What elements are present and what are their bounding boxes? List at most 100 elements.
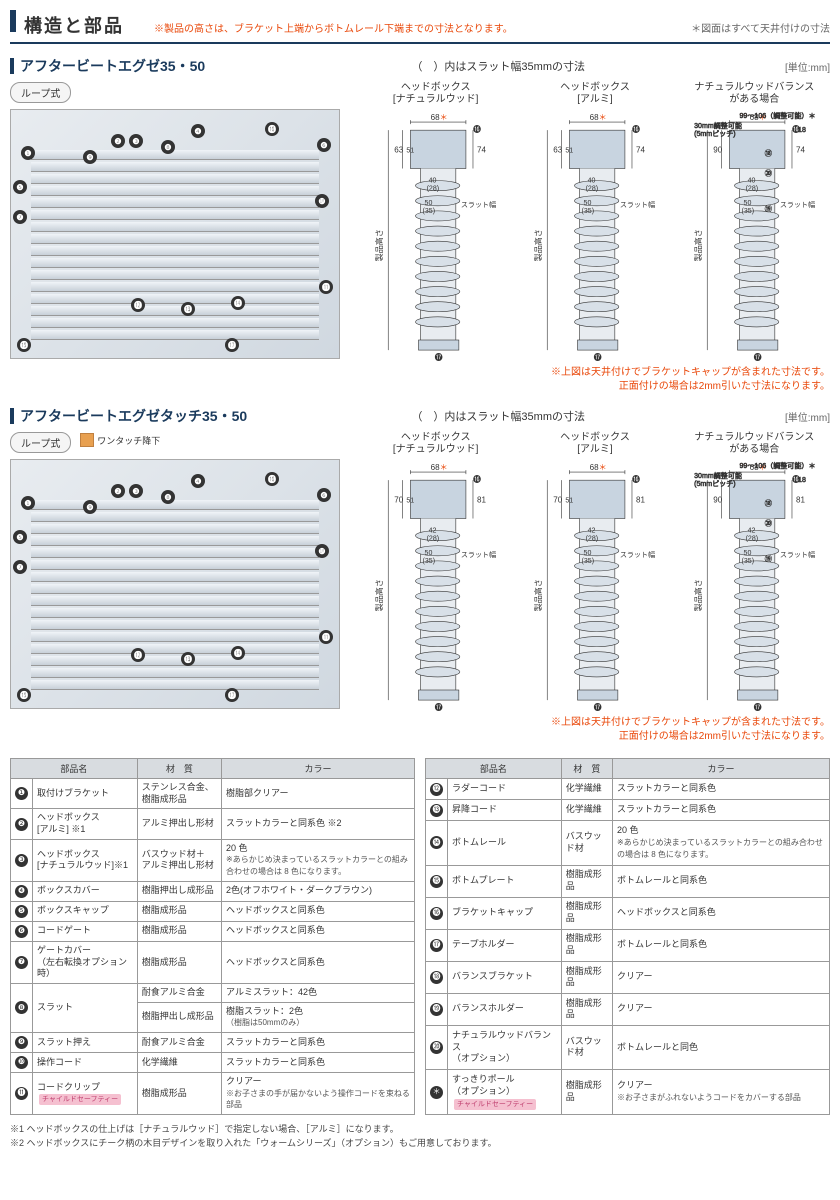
- svg-text:40: 40: [747, 178, 755, 185]
- svg-text:30mm調整可能: 30mm調整可能: [694, 471, 742, 480]
- svg-text:50: 50: [743, 200, 751, 207]
- svg-text:81: 81: [477, 495, 486, 504]
- table-row: ❸ ヘッドボックス[ナチュラルウッド]※1 バスウッド材＋アルミ押出し形材 20…: [11, 839, 415, 881]
- table-row: ❶ 取付けブラケット ステンレス合金、樹脂成形品 樹脂部クリアー: [11, 779, 415, 809]
- svg-text:63: 63: [394, 145, 403, 154]
- footnote-2: ※2 ヘッドボックスにチーク柄の木目デザインを取り入れた「ウォームシリーズ」（オ…: [10, 1137, 830, 1151]
- svg-text:50: 50: [584, 200, 592, 207]
- svg-text:51: 51: [566, 497, 574, 504]
- table-row: ⓴ ナチュラルウッドバランス（オプション） バスウッド材 ボトムレールと同色: [426, 1025, 830, 1069]
- svg-text:スラット幅: スラット幅: [461, 200, 496, 209]
- svg-text:スラット幅: スラット幅: [620, 550, 655, 559]
- svg-text:40: 40: [588, 178, 596, 185]
- svg-text:40: 40: [429, 178, 437, 185]
- cross-section: ナチュラルウッドバランスがある場合 68＊ ⓰ 90 74 40 (28) 50…: [679, 82, 830, 360]
- svg-text:(35): (35): [423, 208, 436, 215]
- svg-text:⓲: ⓲: [764, 499, 771, 507]
- svg-text:(5mmピッチ): (5mmピッチ): [694, 480, 736, 488]
- svg-text:99〜106（調整可能）＊: 99〜106（調整可能）＊: [739, 461, 815, 470]
- svg-text:99〜106（調整可能）＊: 99〜106（調整可能）＊: [739, 111, 815, 120]
- svg-text:(28): (28): [586, 186, 599, 193]
- svg-text:(28): (28): [745, 186, 758, 193]
- svg-text:51: 51: [406, 147, 414, 154]
- table-row: ❾ スラット押え 耐食アルミ合金 スラットカラーと同系色: [11, 1032, 415, 1052]
- section-accent: [10, 408, 14, 424]
- cross-sections-1: ヘッドボックス[ナチュラルウッド] 68＊ ⓰ 63 51 74 40 (28)…: [360, 82, 830, 360]
- svg-text:70: 70: [394, 495, 403, 504]
- svg-text:68＊: 68＊: [590, 113, 607, 122]
- svg-text:50: 50: [584, 550, 592, 557]
- cross-section: ヘッドボックス[アルミ] 68＊ ⓰ 70 51 81 42 (28) 50 (…: [519, 432, 670, 710]
- onetouch-label: ワンタッチ降下: [80, 433, 160, 447]
- red-caption-2: ※上図は天井付けでブラケットキャップが含まれた寸法です。正面付けの場合は2mm引…: [10, 716, 830, 744]
- svg-text:スラット幅: スラット幅: [780, 200, 815, 209]
- section-2-title: アフタービートエグゼタッチ35・50: [20, 406, 247, 426]
- table-row: ⓫ コードクリップチャイルドセーフティー 樹脂成形品 クリアー※お子さまの手が届…: [11, 1072, 415, 1114]
- table-row: ⓮ ボトムレール バスウッド材 20 色※あらかじめ決まっているスラットカラーと…: [426, 821, 830, 865]
- svg-text:90: 90: [713, 145, 722, 154]
- blind-3d-diagram-1: ループ式 ❶ ❷ ❸ ❹ ❺ ❻ ❼ ❽ ❾ ❿ ⓫ ⓬ ⓭ ⓮: [10, 82, 350, 360]
- svg-text:42: 42: [429, 528, 437, 535]
- unit-note-2: [単位:mm]: [785, 409, 830, 424]
- unit-note-1: [単位:mm]: [785, 59, 830, 74]
- svg-text:50: 50: [425, 200, 433, 207]
- table-row: ❷ ヘッドボックス[アルミ] ※1 アルミ押出し形材 スラットカラーと同系色 ※…: [11, 809, 415, 839]
- cross-section: ヘッドボックス[ナチュラルウッド] 68＊ ⓰ 63 51 74 40 (28)…: [360, 82, 511, 360]
- svg-text:⓲: ⓲: [764, 149, 771, 157]
- table-row: ⓭ 昇降コード 化学繊維 スラットカラーと同系色: [426, 800, 830, 821]
- svg-text:(28): (28): [586, 536, 599, 543]
- svg-text:63: 63: [554, 145, 563, 154]
- section-1-title: アフタービートエグゼ35・50: [20, 56, 205, 76]
- table-row: ❼ ゲートカバー（左右転換オプション時） 樹脂成形品 ヘッドボックスと同系色: [11, 941, 415, 983]
- page-header: 構造と部品 ※製品の高さは、ブラケット上端からボトムレール下端までの寸法となりま…: [10, 10, 830, 44]
- svg-text:(35): (35): [582, 208, 595, 215]
- th-mat: 材 質: [137, 759, 221, 779]
- svg-text:⓴: ⓴: [764, 520, 771, 528]
- svg-text:⓱: ⓱: [594, 703, 602, 712]
- svg-text:製品高さ: 製品高さ: [693, 579, 703, 611]
- paren-note-2: （ ）内はスラット幅35mmの寸法: [411, 408, 585, 424]
- svg-text:スラット幅: スラット幅: [620, 200, 655, 209]
- footnotes: ※1 ヘッドボックスの仕上げは［ナチュラルウッド］で指定しない場合、［アルミ］に…: [10, 1123, 830, 1150]
- table-row: ⓬ ラダーコード 化学繊維 スラットカラーと同系色: [426, 779, 830, 800]
- title-accent: [10, 10, 16, 32]
- page-title: 構造と部品: [24, 12, 124, 38]
- svg-text:(35): (35): [741, 208, 754, 215]
- svg-text:⓱: ⓱: [753, 353, 761, 362]
- svg-text:スラット幅: スラット幅: [780, 550, 815, 559]
- loop-badge: ループ式: [10, 432, 71, 453]
- svg-text:⓴: ⓴: [764, 170, 771, 178]
- svg-text:(28): (28): [427, 536, 440, 543]
- svg-text:⓱: ⓱: [594, 353, 602, 362]
- table-row: ⓱ テープホルダー 樹脂成形品 ボトムレールと同系色: [426, 929, 830, 961]
- svg-text:スラット幅: スラット幅: [461, 550, 496, 559]
- svg-text:製品高さ: 製品高さ: [693, 229, 703, 261]
- table-row: ⓰ ブラケットキャップ 樹脂成形品 ヘッドボックスと同系色: [426, 897, 830, 929]
- th-mat: 材 質: [561, 759, 612, 779]
- svg-text:⓰: ⓰: [473, 474, 481, 484]
- svg-text:(35): (35): [741, 558, 754, 565]
- svg-text:(35): (35): [423, 558, 436, 565]
- svg-text:68＊: 68＊: [590, 463, 607, 472]
- svg-text:30mm調整可能: 30mm調整可能: [694, 121, 742, 130]
- parts-table-right: 部品名 材 質 カラー ⓬ ラダーコード 化学繊維 スラットカラーと同系色⓭ 昇…: [425, 758, 830, 1115]
- svg-text:81: 81: [636, 495, 645, 504]
- svg-text:90: 90: [713, 495, 722, 504]
- svg-text:50: 50: [743, 550, 751, 557]
- table-row: ⓲ バランスブラケット 樹脂成形品 クリアー: [426, 961, 830, 993]
- svg-text:製品高さ: 製品高さ: [534, 229, 544, 261]
- svg-text:⓳: ⓳: [764, 205, 771, 213]
- svg-text:(28): (28): [745, 536, 758, 543]
- svg-text:製品高さ: 製品高さ: [534, 579, 544, 611]
- th-col: カラー: [222, 759, 415, 779]
- svg-text:(28): (28): [427, 186, 440, 193]
- svg-text:⓰: ⓰: [632, 474, 640, 484]
- section-accent: [10, 58, 14, 74]
- blind-3d-diagram-2: ループ式 ワンタッチ降下 ❶ ❷ ❸ ❹ ❺ ❻ ❼ ❽ ❾ ❿ ⓫ ⓬ ⓭: [10, 432, 350, 710]
- cross-section: ナチュラルウッドバランスがある場合 68＊ ⓰ 90 81 42 (28) 50…: [679, 432, 830, 710]
- svg-text:42: 42: [747, 528, 755, 535]
- svg-text:74: 74: [636, 145, 645, 154]
- table-row: ❹ ボックスカバー 樹脂押出し成形品 2色(オフホワイト・ダークブラウン): [11, 881, 415, 901]
- svg-text:81: 81: [796, 495, 805, 504]
- svg-text:74: 74: [796, 145, 805, 154]
